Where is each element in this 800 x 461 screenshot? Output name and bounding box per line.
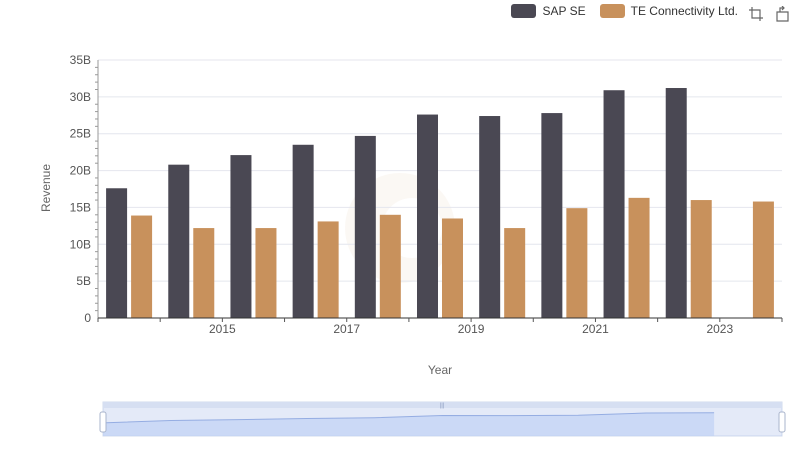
- x-tick-label: 2019: [458, 322, 485, 336]
- x-axis-label: Year: [428, 363, 452, 377]
- x-tick-label: 2015: [209, 322, 236, 336]
- zoom-handle-right[interactable]: [778, 411, 786, 433]
- y-tick-label: 30B: [70, 90, 91, 104]
- bar-te-connectivity-2017[interactable]: [317, 221, 339, 318]
- bar-sap-se-2019[interactable]: [417, 114, 438, 318]
- y-axis: 0 5B 10B 15B 20B 25B 30B 35B: [70, 53, 99, 325]
- zoom-grip-icon[interactable]: |||: [440, 403, 445, 409]
- zoom-preview-line: [102, 412, 715, 424]
- bar-te-connectivity-2021[interactable]: [566, 208, 588, 318]
- zoom-preview-area: [103, 412, 715, 436]
- bar-sap-se-2014[interactable]: [106, 188, 128, 318]
- bar-sap-se-2015[interactable]: [168, 164, 190, 318]
- x-tick-label: 2023: [706, 322, 733, 336]
- zoom-top-bar[interactable]: [103, 402, 782, 408]
- y-axis-label: Revenue: [39, 164, 53, 212]
- data-zoom-slider[interactable]: |||: [99, 401, 786, 437]
- y-tick-label: 25B: [70, 127, 91, 141]
- x-tick-label: 2021: [582, 322, 609, 336]
- bar-te-connectivity-2020[interactable]: [504, 228, 526, 318]
- x-tick-label: 2017: [333, 322, 360, 336]
- legend-label-sap-se: SAP SE: [542, 4, 586, 18]
- restore-icon[interactable]: [774, 6, 790, 22]
- y-tick-label: 5B: [76, 274, 91, 288]
- bar-sap-se-2023[interactable]: [665, 88, 687, 318]
- y-tick-label: 10B: [70, 237, 91, 251]
- bar-sap-se-2017[interactable]: [292, 144, 314, 318]
- bar-sap-se-2022[interactable]: [603, 90, 625, 318]
- zoom-handle-left[interactable]: [99, 411, 107, 433]
- bar-sap-se-2016[interactable]: [230, 155, 252, 318]
- bar-te-connectivity-2018[interactable]: [379, 214, 401, 318]
- bar-te-connectivity-2014[interactable]: [131, 215, 153, 318]
- bars: [106, 88, 774, 319]
- y-tick-label: 20B: [70, 164, 91, 178]
- toolbox: [748, 6, 790, 22]
- bar-te-connectivity-2022[interactable]: [628, 197, 650, 318]
- zoom-selection[interactable]: [103, 408, 782, 436]
- y-tick-label: 15B: [70, 200, 91, 214]
- bar-te-connectivity-2016[interactable]: [255, 228, 277, 318]
- y-tick-label: 0: [84, 311, 91, 325]
- bar-te-connectivity-2015[interactable]: [193, 228, 215, 318]
- legend-swatch-sap-se: [511, 4, 537, 18]
- y-tick-label: 35B: [70, 53, 91, 67]
- bar-sap-se-2021[interactable]: [541, 113, 563, 319]
- zoom-icon[interactable]: [748, 6, 764, 22]
- bar-te-connectivity-2023[interactable]: [690, 200, 712, 318]
- x-axis: 2015 2017 2019 2021 2023: [97, 317, 783, 336]
- legend-label-te-connectivity: TE Connectivity Ltd.: [630, 4, 738, 18]
- bar-sap-se-2018[interactable]: [354, 135, 376, 318]
- legend-swatch-te-connectivity: [599, 4, 625, 18]
- bar-te-connectivity-2024[interactable]: [752, 201, 774, 318]
- bar-sap-se-2020[interactable]: [479, 116, 501, 318]
- legend-item-te-connectivity[interactable]: TE Connectivity Ltd.: [599, 4, 738, 18]
- legend-item-sap-se[interactable]: SAP SE: [511, 4, 586, 18]
- bar-te-connectivity-2019[interactable]: [442, 218, 463, 318]
- legend: SAP SE TE Connectivity Ltd.: [511, 4, 738, 18]
